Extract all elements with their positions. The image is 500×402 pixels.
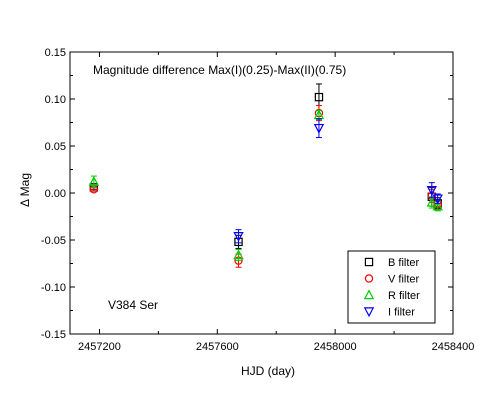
y-tick-label: -0.05	[41, 235, 66, 247]
y-tick-label: 0.10	[45, 94, 66, 106]
x-axis-label: HJD (day)	[241, 364, 295, 378]
r-filter-point	[233, 249, 244, 260]
r-filter-point	[432, 200, 443, 211]
plot-frame	[69, 51, 454, 335]
legend-marker	[364, 274, 374, 283]
chart-title: Magnitude difference Max(I)(0.25)-Max(II…	[93, 63, 346, 77]
r-filter-point	[88, 176, 100, 186]
i-filter-point	[233, 232, 244, 242]
b-filter-point	[314, 92, 324, 102]
y-tick-label: 0.15	[45, 47, 66, 59]
legend-label: R filter	[388, 290, 420, 302]
x-tick-label: 2457200	[78, 341, 121, 353]
legend-marker	[363, 307, 375, 318]
legend-box	[347, 250, 436, 324]
y-axis-label: Δ Mag	[18, 173, 32, 207]
legend-marker	[363, 289, 375, 300]
y-tick-label: 0.00	[45, 188, 66, 200]
legend-label: V filter	[388, 274, 420, 286]
y-tick-label: -0.15	[41, 329, 66, 341]
i-filter-point	[313, 123, 325, 134]
i-filter-point	[432, 194, 443, 205]
legend-label: B filter	[388, 257, 420, 269]
i-filter-point	[426, 185, 437, 196]
legend-label: I filter	[388, 307, 415, 319]
x-tick-label: 2457600	[196, 341, 239, 353]
x-tick-label: 2458400	[432, 341, 475, 353]
star-name-label: V384 Ser	[108, 298, 158, 312]
r-filter-point	[426, 196, 437, 207]
y-tick-label: 0.05	[45, 141, 66, 153]
legend-marker	[364, 257, 374, 267]
y-tick-label: -0.10	[41, 282, 66, 294]
data-marks	[88, 83, 443, 268]
legend: B filter V filter R filter I filter	[347, 250, 436, 324]
x-tick-label: 2458000	[314, 341, 357, 353]
axis-ticks: 2457200 2457600 2458000 2458400 -0.15 -0.10 -0…	[41, 47, 474, 353]
